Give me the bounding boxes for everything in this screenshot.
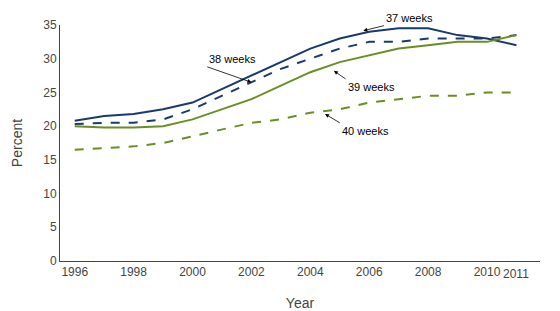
svg-text:1996: 1996: [61, 265, 88, 279]
svg-text:37 weeks: 37 weeks: [386, 12, 433, 24]
svg-text:40 weeks: 40 weeks: [342, 125, 389, 137]
svg-text:5: 5: [50, 220, 57, 234]
svg-text:2010: 2010: [474, 265, 501, 279]
svg-text:20: 20: [43, 119, 57, 133]
svg-text:Percent: Percent: [9, 119, 25, 167]
svg-text:2006: 2006: [356, 265, 383, 279]
svg-text:Year: Year: [286, 295, 315, 311]
svg-text:38 weeks: 38 weeks: [209, 53, 256, 65]
svg-text:2004: 2004: [297, 265, 324, 279]
svg-text:35: 35: [43, 18, 57, 32]
svg-text:15: 15: [43, 153, 57, 167]
svg-text:30: 30: [43, 52, 57, 66]
svg-text:2011: 2011: [503, 267, 529, 281]
svg-text:0: 0: [50, 254, 57, 268]
svg-text:39 weeks: 39 weeks: [348, 81, 395, 93]
svg-text:2008: 2008: [415, 265, 442, 279]
svg-text:25: 25: [43, 86, 57, 100]
svg-text:10: 10: [43, 187, 57, 201]
svg-text:2002: 2002: [238, 265, 265, 279]
svg-text:2000: 2000: [179, 265, 206, 279]
svg-text:1998: 1998: [120, 265, 147, 279]
